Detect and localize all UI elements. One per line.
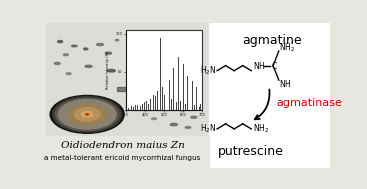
Text: $\mathrm{H_2N}$: $\mathrm{H_2N}$ — [200, 123, 217, 135]
Ellipse shape — [185, 126, 191, 129]
Circle shape — [55, 98, 119, 131]
Text: $\mathrm{NH_2}$: $\mathrm{NH_2}$ — [252, 123, 269, 135]
Circle shape — [74, 108, 100, 121]
Ellipse shape — [179, 68, 186, 70]
Circle shape — [50, 95, 124, 133]
Ellipse shape — [191, 73, 196, 74]
Ellipse shape — [190, 116, 197, 118]
Ellipse shape — [85, 65, 92, 67]
Ellipse shape — [63, 54, 68, 56]
Ellipse shape — [126, 106, 136, 108]
Ellipse shape — [129, 50, 133, 51]
Ellipse shape — [152, 118, 156, 120]
Ellipse shape — [179, 109, 185, 111]
Text: $\mathrm{NH}$: $\mathrm{NH}$ — [279, 77, 292, 89]
Text: $\mathrm{H_2N}$: $\mathrm{H_2N}$ — [200, 64, 217, 77]
Ellipse shape — [72, 45, 77, 47]
Ellipse shape — [143, 94, 148, 96]
Text: $\mathrm{C}$: $\mathrm{C}$ — [271, 60, 278, 71]
Bar — [210, 23, 330, 168]
Ellipse shape — [66, 73, 71, 75]
Ellipse shape — [135, 46, 144, 49]
Circle shape — [86, 114, 88, 115]
Ellipse shape — [170, 123, 177, 126]
Ellipse shape — [115, 39, 119, 41]
Text: putrescine: putrescine — [218, 145, 284, 158]
Circle shape — [53, 97, 121, 132]
Bar — [46, 23, 210, 136]
Ellipse shape — [150, 80, 157, 82]
Ellipse shape — [157, 62, 163, 64]
Ellipse shape — [107, 69, 115, 72]
Ellipse shape — [97, 43, 103, 46]
Bar — [131, 108, 194, 110]
Bar — [126, 99, 194, 101]
Circle shape — [58, 100, 116, 129]
Ellipse shape — [162, 102, 169, 104]
Bar — [46, 136, 210, 168]
Bar — [46, 23, 210, 168]
Text: $\mathrm{NH}$: $\mathrm{NH}$ — [252, 60, 265, 71]
Ellipse shape — [167, 87, 175, 89]
Ellipse shape — [84, 48, 88, 50]
Bar — [117, 88, 197, 91]
Ellipse shape — [185, 91, 191, 94]
Text: agmatinase: agmatinase — [276, 98, 342, 108]
Ellipse shape — [105, 52, 112, 54]
Ellipse shape — [54, 62, 60, 64]
Text: a metal-tolerant ericoid mycorrhizal fungus: a metal-tolerant ericoid mycorrhizal fun… — [44, 155, 201, 161]
Circle shape — [81, 112, 92, 117]
Text: $\mathrm{NH_2}$: $\mathrm{NH_2}$ — [279, 42, 296, 54]
Text: Oidiodendron maius Zn: Oidiodendron maius Zn — [61, 141, 185, 150]
Circle shape — [68, 105, 106, 124]
Ellipse shape — [58, 40, 63, 43]
Text: agmatine: agmatine — [242, 34, 302, 47]
FancyArrowPatch shape — [255, 89, 269, 119]
